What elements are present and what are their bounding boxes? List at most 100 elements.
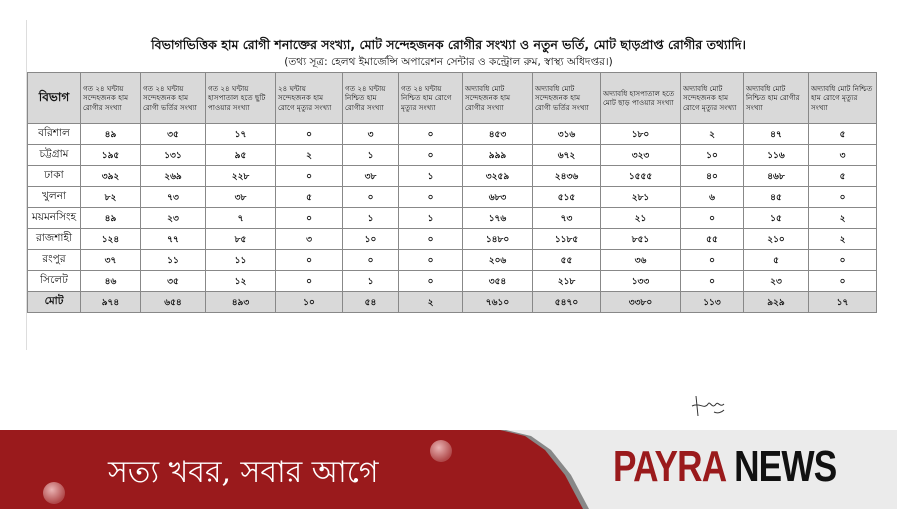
table-cell: ০ bbox=[398, 249, 463, 271]
division-name: ময়মনসিংহ bbox=[27, 207, 81, 229]
table-cell: ২৩ bbox=[743, 270, 809, 292]
table-cell: ২৪৩৬ bbox=[532, 165, 601, 187]
table-cell: ৪০ bbox=[680, 165, 744, 187]
table-cell: ৫ bbox=[808, 165, 877, 187]
table-cell: ১০ bbox=[342, 228, 399, 250]
table-cell: ৩ bbox=[275, 228, 343, 250]
table-cell: ৯৯৯ bbox=[462, 144, 533, 166]
table-cell: ২ bbox=[808, 228, 877, 250]
table-cell: ০ bbox=[342, 249, 399, 271]
table-cell: ১২৪ bbox=[80, 228, 141, 250]
table-cell: ৫ bbox=[808, 123, 877, 145]
table-cell: ৬ bbox=[680, 186, 744, 208]
payra-news-logo: PAYRA NEWS bbox=[613, 442, 837, 492]
table-cell: ৪৫ bbox=[743, 186, 809, 208]
table-header-row: বিভাগ গত ২৪ ঘন্টায় সন্দেহজনক হাম রোগীর স… bbox=[27, 72, 877, 124]
table-cell: ৩৮ bbox=[205, 186, 276, 208]
table-cell: ০ bbox=[398, 270, 463, 292]
document-page: বিভাগভিত্তিক হাম রোগী শনাক্তের সংখ্যা, ম… bbox=[26, 20, 877, 417]
table-cell: ০ bbox=[275, 123, 343, 145]
table-cell: ৮৫ bbox=[205, 228, 276, 250]
table-cell: ৩১৬ bbox=[532, 123, 601, 145]
banner-slogan: সত্য খবর, সবার আগে bbox=[108, 455, 379, 490]
table-cell: ১০ bbox=[275, 291, 343, 313]
table-cell: ১ bbox=[342, 270, 399, 292]
table-cell: ৫ bbox=[275, 186, 343, 208]
column-header: ২৪ ঘন্টায় সন্দেহজনক হাম রোগে মৃত্যুর সং… bbox=[275, 72, 343, 124]
table-cell: ৯২৯ bbox=[743, 291, 809, 313]
table-cell: ০ bbox=[398, 123, 463, 145]
table-cell: ১৯৫ bbox=[80, 144, 141, 166]
measles-division-table: বিভাগ গত ২৪ ঘন্টায় সন্দেহজনক হাম রোগীর স… bbox=[27, 72, 877, 313]
table-cell: ৪৯৩ bbox=[205, 291, 276, 313]
division-name: সিলেট bbox=[27, 270, 81, 292]
table-cell: ১৩১ bbox=[140, 144, 206, 166]
logo-news: NEWS bbox=[734, 442, 837, 491]
table-cell: ১ bbox=[342, 144, 399, 166]
table-cell: ৯৭৪ bbox=[80, 291, 141, 313]
table-cell: ০ bbox=[680, 249, 744, 271]
table-cell: ১ bbox=[342, 207, 399, 229]
logo-payra: PAYRA bbox=[613, 442, 726, 491]
table-cell: ৬৫৪ bbox=[140, 291, 206, 313]
table-cell: ১ bbox=[398, 207, 463, 229]
table-cell: ৪৬৮ bbox=[743, 165, 809, 187]
table-cell: ৩২৩ bbox=[600, 144, 681, 166]
table-cell: ০ bbox=[275, 249, 343, 271]
table-row: সিলেট ৪৬ ৩৫ ১২ ০ ১ ০ ৩৫৪ ২১৮ ১৩৩ ০ ২৩ ০ bbox=[27, 270, 877, 292]
table-cell: ০ bbox=[398, 144, 463, 166]
table-cell: ৩৭ bbox=[80, 249, 141, 271]
table-cell: ২২৮ bbox=[205, 165, 276, 187]
column-header: অদ্যাবধি মোট নিশ্চিত হাম রোগে মৃত্যুর সং… bbox=[808, 72, 877, 124]
table-cell: ৬৮৩ bbox=[462, 186, 533, 208]
table-cell: ২১৮ bbox=[532, 270, 601, 292]
column-header: গত ২৪ ঘন্টায় সন্দেহজনক হাম রোগী ভর্তির … bbox=[140, 72, 206, 124]
division-name: রংপুর bbox=[27, 249, 81, 271]
table-cell: ৫৫ bbox=[680, 228, 744, 250]
division-name: রাজশাহী bbox=[27, 228, 81, 250]
table-cell: ৩ bbox=[342, 123, 399, 145]
table-cell: ০ bbox=[808, 270, 877, 292]
table-cell: ৭৬১০ bbox=[462, 291, 533, 313]
table-cell: ১৪৮০ bbox=[462, 228, 533, 250]
table-cell: ৭ bbox=[205, 207, 276, 229]
table-cell: ৩৬ bbox=[600, 249, 681, 271]
table-cell: ০ bbox=[275, 207, 343, 229]
table-cell: ০ bbox=[680, 207, 744, 229]
table-cell: ১৮০ bbox=[600, 123, 681, 145]
table-cell: ২১ bbox=[600, 207, 681, 229]
table-cell: ০ bbox=[398, 186, 463, 208]
table-cell: ২৩ bbox=[140, 207, 206, 229]
table-cell: ১৭ bbox=[808, 291, 877, 313]
table-cell: ১১ bbox=[140, 249, 206, 271]
decor-bubble bbox=[430, 440, 452, 462]
signature bbox=[691, 395, 725, 417]
table-cell: ৪৬ bbox=[80, 270, 141, 292]
division-name: খুলনা bbox=[27, 186, 81, 208]
table-cell: ০ bbox=[342, 186, 399, 208]
table-cell: ২০৬ bbox=[462, 249, 533, 271]
document-source: (তথ্য সূত্র: হেলথ ইমার্জেন্সি অপারেশন সে… bbox=[284, 56, 613, 68]
column-header: গত ২৪ ঘন্টায় নিশ্চিত হাম রোগে মৃত্যুর স… bbox=[398, 72, 463, 124]
table-row: রাজশাহী ১২৪ ৭৭ ৮৫ ৩ ১০ ০ ১৪৮০ ১১৮৫ ৮৫১ ৫৫ ২১০ ২ bbox=[27, 228, 877, 250]
table-cell: ৬৭২ bbox=[532, 144, 601, 166]
column-header: গত ২৪ ঘন্টায় সন্দেহজনক হাম রোগীর সংখ্যা bbox=[80, 72, 141, 124]
table-cell: ৯৫ bbox=[205, 144, 276, 166]
table-cell: ৪৫৩ bbox=[462, 123, 533, 145]
table-cell: ১৭ bbox=[205, 123, 276, 145]
table-cell: ৮৫১ bbox=[600, 228, 681, 250]
table-cell: ৩৫৪ bbox=[462, 270, 533, 292]
table-cell: ৮২ bbox=[80, 186, 141, 208]
table-cell: ৩২৫৯ bbox=[462, 165, 533, 187]
column-header: গত ২৪ ঘন্টায় নিশ্চিত হাম রোগীর সংখ্যা bbox=[342, 72, 399, 124]
table-row: চট্টগ্রাম ১৯৫ ১৩১ ৯৫ ২ ১ ০ ৯৯৯ ৬৭২ ৩২৩ ১০ ১১৬ ৩ bbox=[27, 144, 877, 166]
decor-bubble bbox=[43, 482, 65, 504]
table-cell: ২ bbox=[398, 291, 463, 313]
total-row: মোট ৯৭৪ ৬৫৪ ৪৯৩ ১০ ৫৪ ২ ৭৬১০ ৫৪৭০ ৩৩৮০ ১১৩ ৯২৯ ১৭ bbox=[27, 291, 877, 313]
table-cell: ৫১৫ bbox=[532, 186, 601, 208]
table-cell: ৩৮ bbox=[342, 165, 399, 187]
table-cell: ৫৪ bbox=[342, 291, 399, 313]
table-cell: ১৫৫৫ bbox=[600, 165, 681, 187]
table-cell: ৩ bbox=[808, 144, 877, 166]
table-cell: ৪৯ bbox=[80, 123, 141, 145]
